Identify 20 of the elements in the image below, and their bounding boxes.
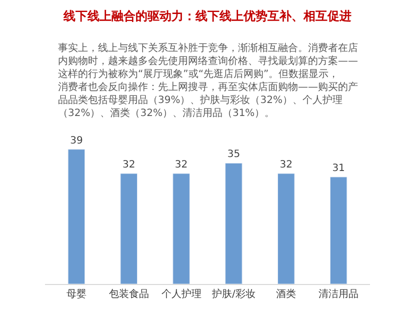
bar (68, 149, 86, 284)
x-tick-label: 包装食品 (108, 288, 149, 300)
data-label: 31 (332, 162, 345, 174)
data-label: 32 (280, 160, 292, 171)
chart-subtitle: 事实上，线上与线下关系互补胜于竞争，渐渐相互融合。消费者在店内购物时，越来越多会先使用网络查询价格、寻找最划算的方案——这样的行为被称为“展厅现象”或“先逛店后网购”。但数据显示，消费者也会反向操作：先上网搜寻，再至实体店面购物——购买的产品品类包括母婴用品（39%）、护肤与彩妆（32%）、个人护理（32%）、酒类（32%）、清洁用品（31%）。 (58, 42, 358, 119)
data-label: 39 (70, 135, 83, 146)
chart-title: 线下线上融合的驱动力：线下线上优势互补、相互促进 (62, 9, 352, 24)
bar (277, 173, 295, 284)
bar (330, 176, 348, 284)
x-tick-label: 清洁用品 (318, 288, 359, 300)
x-tick-label: 个人护理 (161, 288, 202, 300)
x-tick-label: 母婴 (66, 288, 86, 300)
bar (172, 173, 190, 284)
bar (120, 173, 138, 284)
data-label: 32 (122, 160, 136, 171)
x-tick-label: 护肤/彩妆 (211, 288, 256, 300)
data-label: 35 (227, 149, 240, 160)
bar (225, 162, 242, 284)
x-tick-label: 酒类 (276, 288, 296, 300)
data-label: 32 (174, 160, 188, 171)
